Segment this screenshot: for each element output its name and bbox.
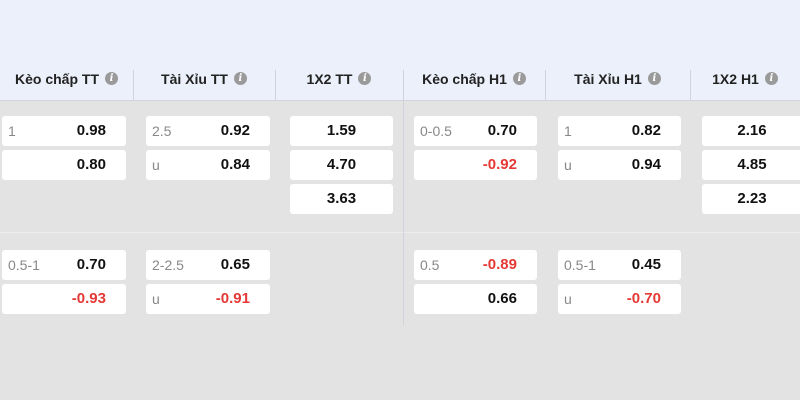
odds-value: -0.93 [71,290,106,307]
odds-value: 0.84 [220,156,250,173]
handicap-label: 1 [8,123,16,139]
odds-cell[interactable]: 1.59 [290,116,393,146]
odds-cell[interactable]: 4.85 [702,150,800,180]
odds-cell[interactable]: 2.16 [702,116,800,146]
odds-value: -0.70 [626,290,661,307]
column-header: Tài Xỉu TT i [133,57,275,100]
odds-cell[interactable]: 2.5 0.92 [146,116,270,146]
odds-cell[interactable]: 4.70 [290,150,393,180]
column-header: Kèo chấp TT i [0,57,133,100]
odds-value: 0.45 [631,256,661,273]
odds-value: 0.65 [220,256,250,273]
odds-cell[interactable]: u -0.70 [558,284,681,314]
handicap-label: u [564,291,572,307]
odds-value: 4.85 [737,156,767,173]
header-title: Tài Xỉu H1 [574,70,642,87]
odds-value: 3.63 [326,190,357,207]
handicap-label: 1 [564,123,572,139]
handicap-label: u [564,157,572,173]
handicap-label: u [152,157,160,173]
odds-value: 0.98 [76,122,106,139]
handicap-label: 0.5 [420,257,440,273]
info-icon[interactable]: i [512,72,526,85]
odds-cell[interactable]: 2.23 [702,184,800,214]
group-divider [0,232,800,233]
odds-value: -0.89 [482,256,517,273]
odds-cell[interactable]: 0.80 [2,150,126,180]
header-divider [690,70,691,100]
header-divider [403,70,404,100]
odds-cell[interactable]: u -0.91 [146,284,270,314]
handicap-label: 2.5 [152,123,172,139]
odds-value: 0.70 [76,256,106,273]
header-title: Kèo chấp H1 [422,70,507,87]
handicap-label: 2-2.5 [152,257,184,273]
header-title: Kèo chấp TT [14,70,99,87]
header-divider [133,70,134,100]
odds-cell[interactable]: 0.5 -0.89 [414,250,537,280]
odds-value: 0.92 [220,122,250,139]
odds-cell[interactable]: -0.92 [414,150,537,180]
info-icon[interactable]: i [764,72,778,85]
odds-cell[interactable]: u 0.84 [146,150,270,180]
header-title: 1X2 TT [306,70,353,87]
header-title: Tài Xỉu TT [161,70,228,87]
column-header: Kèo chấp H1 i [403,57,545,100]
odds-cell[interactable]: 1 0.98 [2,116,126,146]
odds-value: 0.94 [631,156,661,173]
column-header: 1X2 H1 i [690,57,800,100]
info-icon[interactable]: i [647,72,661,85]
odds-value: -0.92 [482,156,517,173]
column-header: 1X2 TT i [275,57,403,100]
header-title: 1X2 H1 [712,70,759,87]
column-header: Tài Xỉu H1 i [545,57,690,100]
odds-value: 2.23 [737,190,767,207]
odds-value: 1.59 [326,122,357,139]
odds-cell[interactable]: 0-0.5 0.70 [414,116,537,146]
odds-value: 4.70 [326,156,357,173]
odds-cell[interactable]: 1 0.82 [558,116,681,146]
header-divider [275,70,276,100]
odds-value: 0.70 [487,122,517,139]
odds-value: 2.16 [737,122,767,139]
header-divider [545,70,546,100]
odds-cell[interactable]: -0.93 [2,284,126,314]
odds-value: 0.82 [631,122,661,139]
odds-cell[interactable]: u 0.94 [558,150,681,180]
odds-value: 0.66 [487,290,517,307]
odds-value: 0.80 [76,156,106,173]
odds-cell[interactable]: 0.66 [414,284,537,314]
info-icon[interactable]: i [358,72,372,85]
info-icon[interactable]: i [233,72,247,85]
column-divider [403,100,404,325]
odds-cell[interactable]: 3.63 [290,184,393,214]
handicap-label: 0.5-1 [8,257,40,273]
odds-cell[interactable]: 2-2.5 0.65 [146,250,270,280]
info-icon[interactable]: i [105,72,118,85]
odds-cell[interactable]: 0.5-1 0.70 [2,250,126,280]
odds-value: -0.91 [215,290,250,307]
odds-cell[interactable]: 0.5-1 0.45 [558,250,681,280]
handicap-label: 0.5-1 [564,257,596,273]
handicap-label: u [152,291,160,307]
handicap-label: 0-0.5 [420,123,452,139]
